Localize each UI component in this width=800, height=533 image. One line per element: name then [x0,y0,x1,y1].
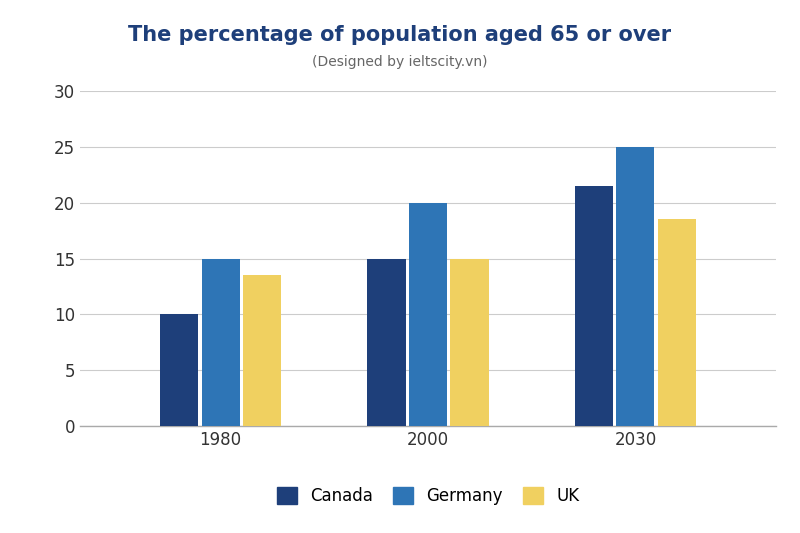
Bar [658,220,696,426]
Text: The percentage of population aged 65 or over: The percentage of population aged 65 or … [129,25,671,45]
Bar [367,259,406,426]
Bar [575,186,613,426]
Bar [160,314,198,426]
Text: (Designed by ieltscity.vn): (Designed by ieltscity.vn) [312,55,488,69]
Bar [202,259,240,426]
Bar [243,275,281,426]
Bar [616,147,654,426]
Bar [409,203,447,426]
Legend: Canada, Germany, UK: Canada, Germany, UK [270,481,586,512]
Bar [450,259,489,426]
